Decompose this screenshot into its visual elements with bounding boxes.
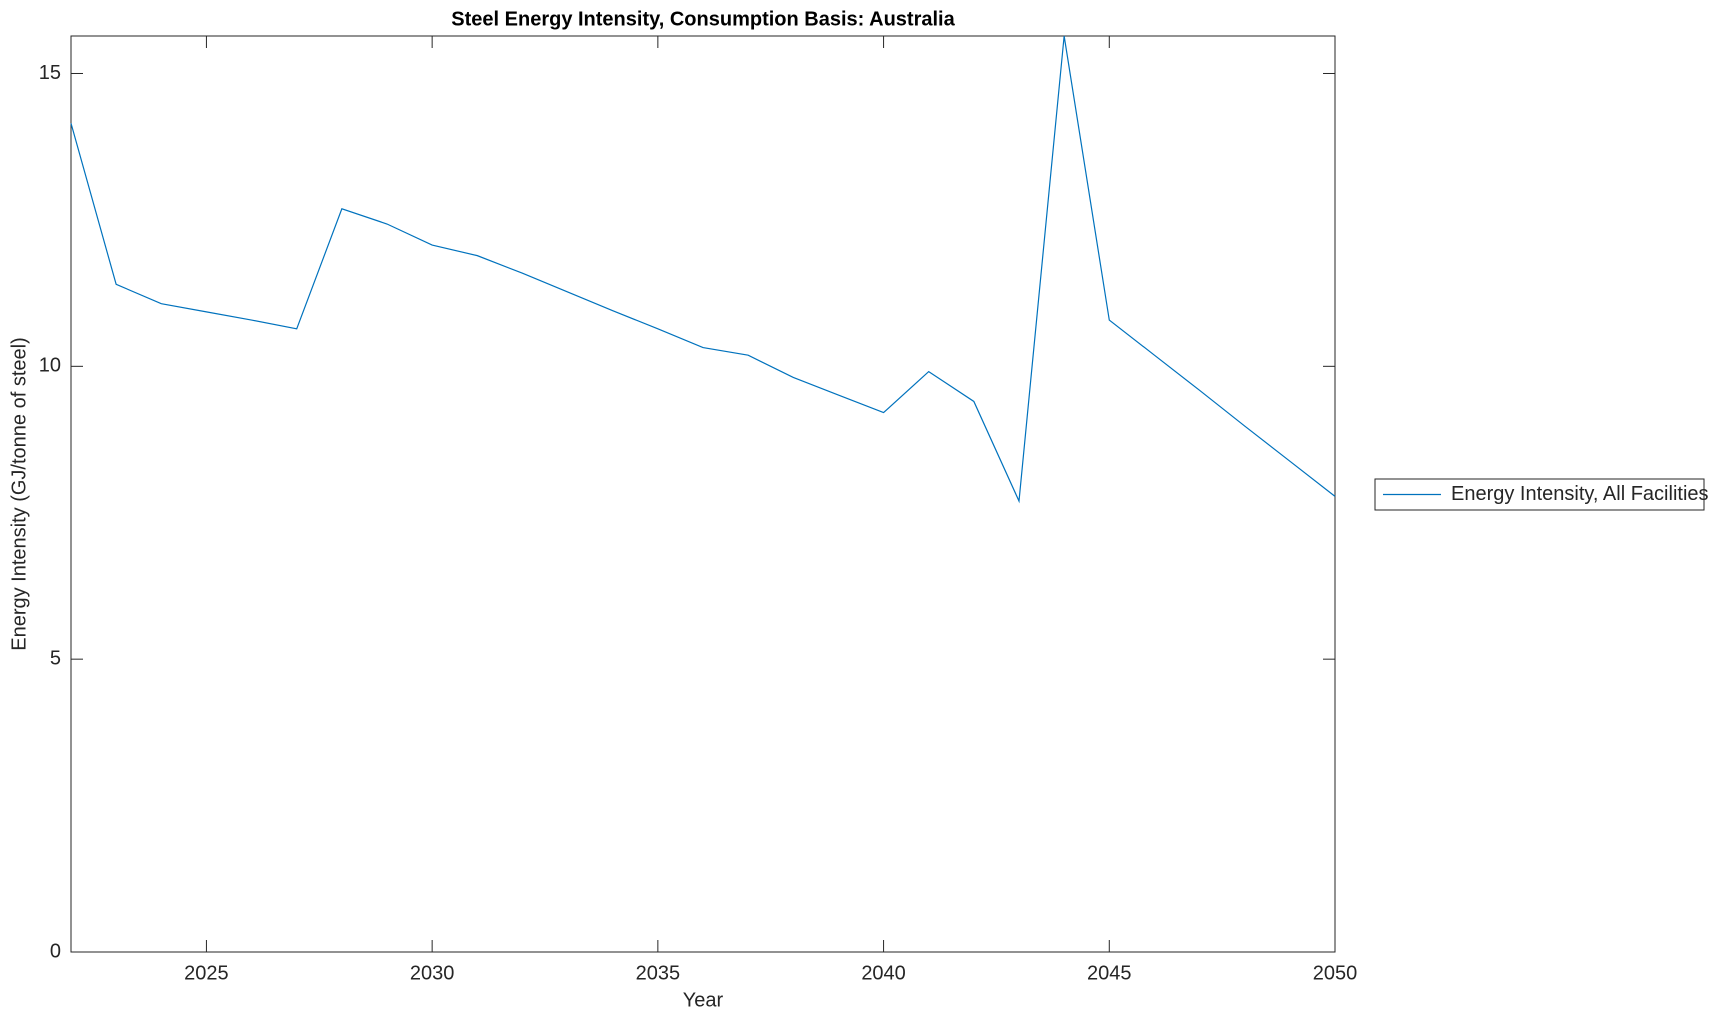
y-tick-label: 5: [50, 647, 61, 669]
y-tick-label: 15: [39, 62, 61, 84]
x-tick-label: 2025: [184, 962, 229, 984]
chart-title: Steel Energy Intensity, Consumption Basi…: [451, 8, 955, 30]
data-line: [70, 35, 1336, 504]
x-tick-label: 2050: [1313, 962, 1358, 984]
x-tick-label: 2030: [410, 962, 455, 984]
x-tick-label: 2035: [636, 962, 681, 984]
legend-label: Energy Intensity, All Facilities: [1451, 483, 1709, 505]
x-tick-label: 2045: [1087, 962, 1132, 984]
x-tick-label: 2040: [861, 962, 906, 984]
plot-frame: [70, 35, 1336, 953]
x-axis-label: Year: [683, 989, 724, 1011]
y-tick-label: 0: [50, 940, 61, 962]
y-axis-label: Energy Intensity (GJ/tonne of steel): [8, 337, 30, 651]
y-tick-label: 10: [39, 355, 61, 377]
